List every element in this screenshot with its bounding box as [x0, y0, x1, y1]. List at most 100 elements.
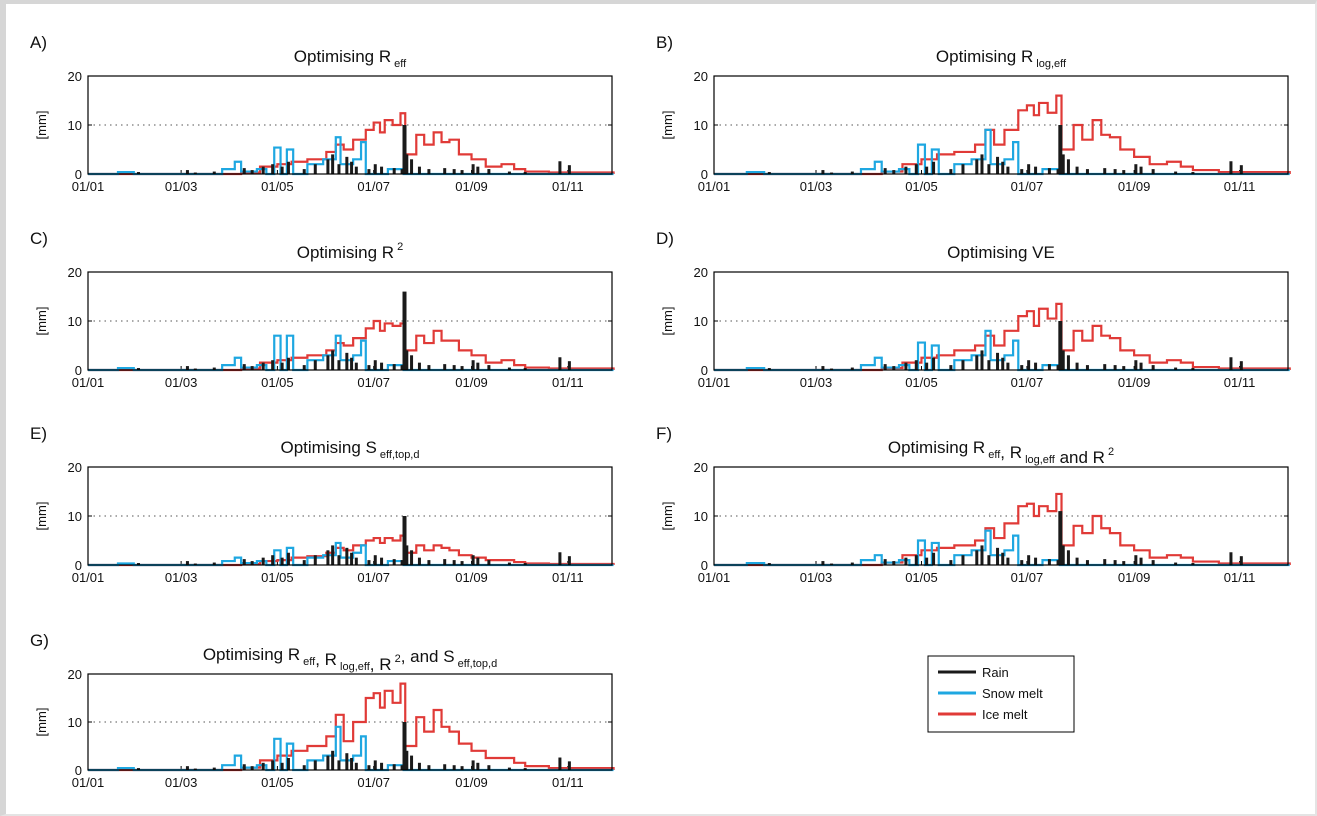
rain-bar: [523, 768, 527, 770]
rain-bar: [452, 169, 456, 174]
y-tick-label: 10: [694, 118, 708, 133]
rain-bar: [271, 760, 275, 770]
rain-bar: [345, 352, 349, 370]
rain-bar: [523, 172, 527, 174]
rain-bar: [850, 171, 854, 174]
rain-bar: [313, 555, 317, 565]
series-ice-melt: [714, 302, 1291, 372]
y-tick-label: 20: [68, 265, 82, 280]
rain-bar: [302, 169, 306, 174]
rain-bar: [507, 562, 511, 565]
x-tick-label: 01/11: [1224, 570, 1256, 585]
rain-bar: [1001, 161, 1005, 174]
rain-bar: [460, 766, 464, 770]
rain-bar: [137, 368, 141, 370]
panel-b: B) Optimising R log,eff [mm] 0 10 20 01/01 01/0…: [656, 33, 1291, 194]
rain-bar: [350, 758, 354, 770]
rain-bar: [487, 365, 491, 370]
series-snow-melt: [88, 541, 614, 567]
rain-bar: [821, 561, 825, 565]
panel-c: C) Optimising R 2 [mm] 0 10 20 01/01 01/03 01/05…: [30, 229, 615, 390]
rain-bar: [1122, 366, 1126, 370]
rain-bar: [1027, 360, 1031, 370]
rain-bar: [1061, 350, 1065, 370]
panel-title-part: 2: [394, 241, 403, 253]
rain-bar: [996, 547, 1000, 565]
x-tick-label: 01/11: [1224, 179, 1256, 194]
rain-bar: [1239, 165, 1243, 174]
rain-bar: [400, 169, 404, 174]
panel-title-part: Optimising R: [936, 47, 1033, 66]
x-tick-label: 01/05: [261, 375, 294, 390]
rain-bar: [932, 357, 936, 370]
x-tick-label: 01/01: [698, 570, 731, 585]
y-tick-label: 10: [68, 314, 82, 329]
rain-bar: [326, 355, 330, 370]
y-tick-label: 0: [75, 363, 82, 378]
rain-bar: [427, 765, 431, 770]
series-ice-melt: [88, 534, 615, 567]
rain-bar-peak: [402, 722, 407, 770]
rain-bar: [427, 365, 431, 370]
rain-bar: [1229, 357, 1233, 370]
rain-bar: [1239, 361, 1243, 370]
x-tick-label: 01/07: [357, 570, 390, 585]
rain-bar: [996, 352, 1000, 370]
rain-bar: [242, 168, 246, 174]
x-tick-label: 01/05: [261, 179, 294, 194]
panel-letter: B): [656, 33, 673, 52]
x-tick-label: 01/11: [552, 775, 584, 790]
rain-bar: [193, 172, 197, 174]
rain-bar-peak: [1058, 125, 1063, 174]
rain-bar: [286, 357, 290, 370]
rain-bar: [354, 557, 358, 565]
rain-bar: [137, 768, 141, 770]
rain-bar: [1075, 557, 1079, 565]
y-axis-label: [mm]: [34, 502, 49, 531]
rain-bar: [1034, 362, 1038, 370]
rain-bar: [286, 552, 290, 565]
y-axis-label: [mm]: [660, 111, 675, 140]
x-tick-label: 01/03: [800, 375, 833, 390]
rain-bar: [471, 360, 475, 370]
rain-bar: [392, 168, 396, 174]
rain-bar: [487, 765, 491, 770]
rain-bar: [1020, 365, 1024, 370]
rain-bar: [326, 550, 330, 565]
x-tick-label: 01/01: [72, 775, 105, 790]
panel-title: Optimising S eff,top,d: [281, 438, 420, 461]
rain-bar: [883, 559, 887, 565]
x-tick-label: 01/07: [1011, 375, 1044, 390]
rain-bar: [1066, 550, 1070, 565]
panel-title-part: Optimising R: [203, 645, 300, 664]
x-tick-label: 01/01: [72, 570, 105, 585]
rain-bar: [487, 560, 491, 565]
rain-bar: [1134, 164, 1138, 174]
rain-bar: [523, 368, 527, 370]
rain-bar: [821, 170, 825, 174]
axes-box: [87, 466, 613, 566]
y-tick-label: 20: [68, 460, 82, 475]
rain-bar: [949, 365, 953, 370]
rain-bar: [1034, 166, 1038, 174]
rain-bar: [476, 166, 480, 174]
rain-bar: [212, 767, 216, 770]
rain-bar: [961, 360, 965, 370]
x-tick-label: 01/05: [261, 570, 294, 585]
panel-letter: D): [656, 229, 674, 248]
y-tick-label: 10: [68, 118, 82, 133]
rain-bar: [345, 753, 349, 770]
rain-bar: [452, 365, 456, 370]
panel-title-part: eff: [391, 58, 407, 70]
series-ice-melt: [88, 112, 615, 176]
y-tick-label: 20: [694, 265, 708, 280]
x-tick-label: 01/03: [165, 570, 198, 585]
series-snow-melt: [714, 329, 1290, 372]
rain-bar: [914, 164, 918, 174]
rain-bar: [350, 161, 354, 174]
series-snow-melt: [88, 136, 614, 176]
rain-bar: [250, 366, 254, 370]
rain-bar: [1085, 560, 1089, 565]
rain-bar: [286, 161, 290, 174]
rain-bar: [326, 755, 330, 770]
